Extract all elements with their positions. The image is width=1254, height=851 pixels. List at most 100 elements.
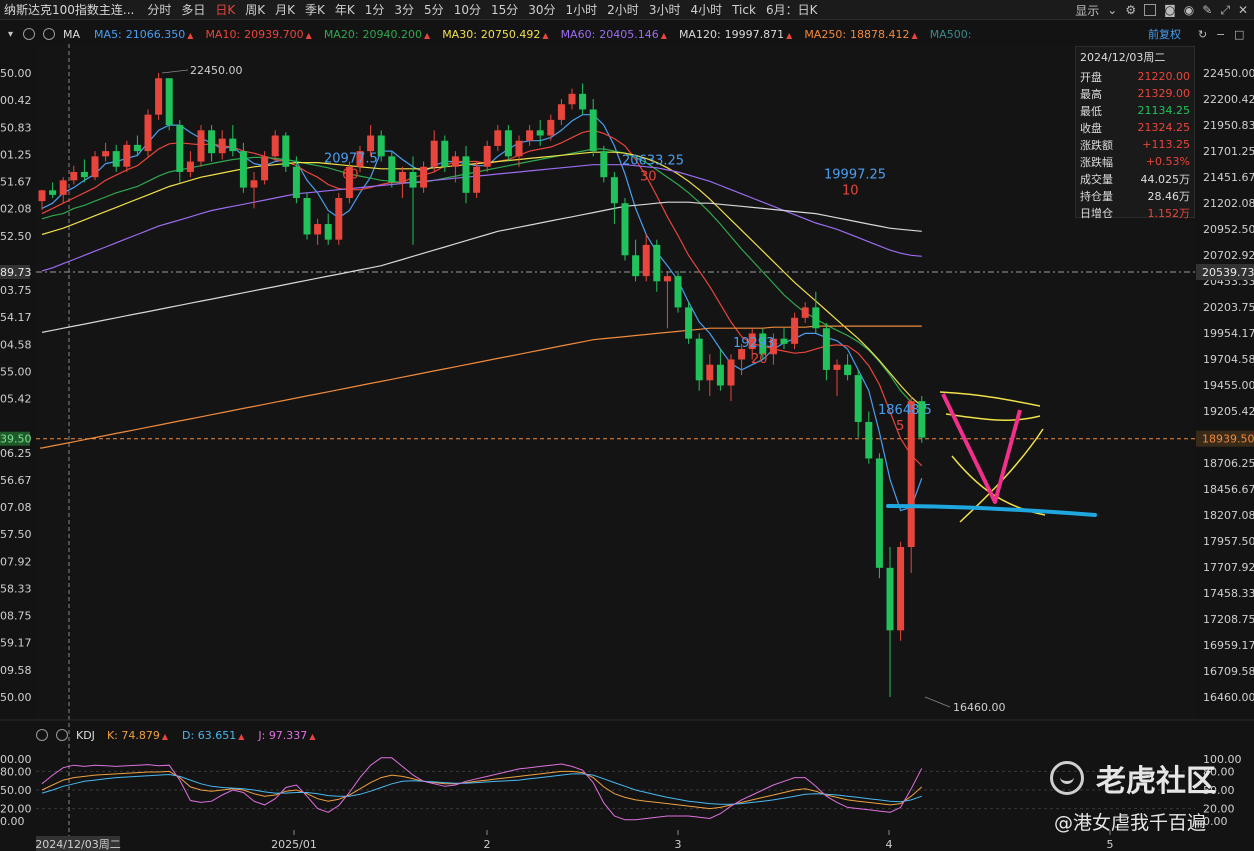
ma-item-3[interactable]: MA30: 20750.492 ▲ bbox=[442, 28, 548, 41]
left-axis-tick: 05.42 bbox=[0, 393, 32, 406]
close-indicator-icon[interactable] bbox=[43, 28, 56, 40]
arrow-up-icon: ▲ bbox=[542, 30, 549, 40]
price-tag-bg bbox=[1196, 430, 1254, 447]
tab-5[interactable]: 季K bbox=[305, 3, 325, 17]
square-icon[interactable]: □ bbox=[1234, 27, 1245, 41]
candle-body bbox=[356, 151, 364, 167]
minus-icon[interactable]: − bbox=[1216, 27, 1226, 41]
right-axis-tick: 19954.17 bbox=[1203, 327, 1254, 340]
settings-icon[interactable] bbox=[23, 28, 36, 40]
tab-7[interactable]: 1分 bbox=[364, 3, 385, 17]
pencil-icon[interactable]: ✎ bbox=[1202, 3, 1213, 17]
tab-13[interactable]: 1小时 bbox=[565, 3, 598, 17]
ma-item-0[interactable]: MA5: 21066.350 ▲ bbox=[94, 28, 193, 41]
ma-item-5[interactable]: MA120: 19997.871 ▲ bbox=[679, 28, 792, 41]
camera-icon[interactable]: ◙ bbox=[1164, 3, 1176, 17]
annotation-label: 22450.00 bbox=[190, 64, 243, 77]
info-value: 28.46万 bbox=[1147, 189, 1191, 203]
candle-body bbox=[759, 333, 767, 355]
chevron-down-icon[interactable]: ⌄ bbox=[1107, 3, 1118, 17]
candle-body bbox=[918, 401, 926, 438]
collapse-icon[interactable]: ▾ bbox=[8, 28, 14, 40]
adjust-button[interactable]: 前复权 bbox=[1148, 28, 1181, 41]
fullscreen-icon[interactable]: ⤢ bbox=[1220, 2, 1230, 17]
tab-14[interactable]: 2小时 bbox=[607, 3, 639, 17]
candle-body bbox=[239, 151, 247, 188]
info-key: 日增仓 bbox=[1080, 206, 1113, 220]
tab-1[interactable]: 多日 bbox=[181, 3, 206, 17]
left-axis-tick: 09.58 bbox=[0, 664, 32, 677]
left-axis-tick: 04.58 bbox=[0, 338, 32, 351]
ma-item-6[interactable]: MA250: 18878.412 ▲ bbox=[804, 28, 917, 41]
candle-body bbox=[367, 135, 375, 152]
close-icon[interactable]: ✕ bbox=[1237, 3, 1248, 17]
candle-body bbox=[801, 307, 809, 318]
left-axis-tick: 08.75 bbox=[0, 610, 32, 623]
candle-body bbox=[642, 244, 650, 277]
tab-3[interactable]: 周K bbox=[245, 3, 266, 17]
kdj-settings-icon[interactable] bbox=[36, 729, 48, 741]
info-row: 最高 21329.00 bbox=[1080, 85, 1190, 102]
tab-12[interactable]: 30分 bbox=[528, 3, 556, 17]
tab-15[interactable]: 3小时 bbox=[648, 3, 681, 17]
candle-body bbox=[388, 156, 396, 183]
candle-body bbox=[769, 338, 777, 355]
annotation-label: 16460.00 bbox=[953, 701, 1006, 714]
candle-body bbox=[812, 307, 820, 329]
info-key: 成交量 bbox=[1080, 172, 1113, 186]
tab-16[interactable]: 4小时 bbox=[690, 3, 723, 17]
info-date: 2024/12/03周二 bbox=[1080, 51, 1166, 64]
ma-item-1[interactable]: MA10: 20939.700 ▲ bbox=[205, 28, 311, 41]
annotation-sub: 5 bbox=[896, 419, 904, 434]
refresh-icon[interactable]: ↻ bbox=[1198, 27, 1208, 41]
candle-body bbox=[568, 93, 576, 105]
right-axis-tick: 20952.50 bbox=[1203, 223, 1254, 236]
ma-item-2[interactable]: MA20: 20940.200 ▲ bbox=[324, 28, 430, 41]
right-axis-tick: 22450.00 bbox=[1203, 67, 1254, 80]
candle-body bbox=[886, 567, 894, 631]
price-chart[interactable]: 22450.00 22200.42 21950.83 21701.25 21451.67… bbox=[0, 44, 1254, 851]
tab-4[interactable]: 月K bbox=[275, 3, 296, 17]
tab-10[interactable]: 10分 bbox=[453, 3, 481, 17]
toolbar-right: 显示 ⌄ ⚙ ◙ ◉ ✎ ⤢ ✕ bbox=[1075, 0, 1248, 20]
candle-body bbox=[377, 135, 385, 157]
candle-body bbox=[844, 364, 852, 376]
tab-18[interactable]: 6月：日K bbox=[765, 3, 818, 17]
kdj-item-0[interactable]: K: 74.879 ▲ bbox=[107, 729, 168, 742]
tab-9[interactable]: 5分 bbox=[424, 3, 444, 17]
candle-body bbox=[653, 244, 661, 282]
arrow-up-icon: ▲ bbox=[187, 30, 194, 40]
candle-body bbox=[398, 171, 406, 183]
candle-body bbox=[865, 421, 873, 459]
tab-11[interactable]: 15分 bbox=[490, 3, 519, 17]
candle-body bbox=[579, 93, 587, 110]
display-menu[interactable]: 显示 bbox=[1075, 3, 1100, 18]
kdj-left-tick: 00.00 bbox=[0, 753, 32, 766]
kdj-item-2[interactable]: J: 97.337 ▲ bbox=[258, 729, 315, 742]
kdj-item-1[interactable]: D: 63.651 ▲ bbox=[182, 729, 244, 742]
tab-6[interactable]: 年K bbox=[334, 3, 355, 17]
tab-8[interactable]: 3分 bbox=[394, 3, 415, 17]
watermark-logo: 老虎社区 bbox=[1050, 756, 1216, 800]
gear-icon[interactable]: ⚙ bbox=[1125, 3, 1137, 17]
tab-2[interactable]: 日K bbox=[215, 3, 236, 17]
info-row: 成交量 44.025万 bbox=[1080, 170, 1190, 187]
checkbox-icon[interactable] bbox=[1144, 4, 1157, 16]
kdj-close-icon[interactable] bbox=[56, 729, 68, 741]
info-value: 1.152万 bbox=[1147, 206, 1191, 220]
annotation-label: 19293 bbox=[733, 336, 774, 351]
kdj-left-tick: 0.00 bbox=[0, 815, 25, 828]
left-axis-tick: 57.50 bbox=[0, 528, 32, 541]
candle-body bbox=[685, 307, 693, 339]
info-row: 持仓量 28.46万 bbox=[1080, 187, 1190, 204]
instrument-title[interactable]: 纳斯达克100指数主连... bbox=[4, 3, 135, 17]
candle-body bbox=[229, 138, 237, 152]
tab-0[interactable]: 分时 bbox=[147, 3, 172, 17]
candle-body bbox=[897, 546, 905, 631]
tab-17[interactable]: Tick bbox=[732, 2, 756, 17]
kdj-name: K: bbox=[106, 728, 122, 742]
ma-item-7[interactable]: MA500: bbox=[930, 28, 976, 41]
ma-item-4[interactable]: MA60: 20405.146 ▲ bbox=[561, 28, 667, 41]
eye-icon[interactable]: ◉ bbox=[1183, 3, 1195, 17]
annotation-label: 20633.25 bbox=[622, 153, 684, 168]
